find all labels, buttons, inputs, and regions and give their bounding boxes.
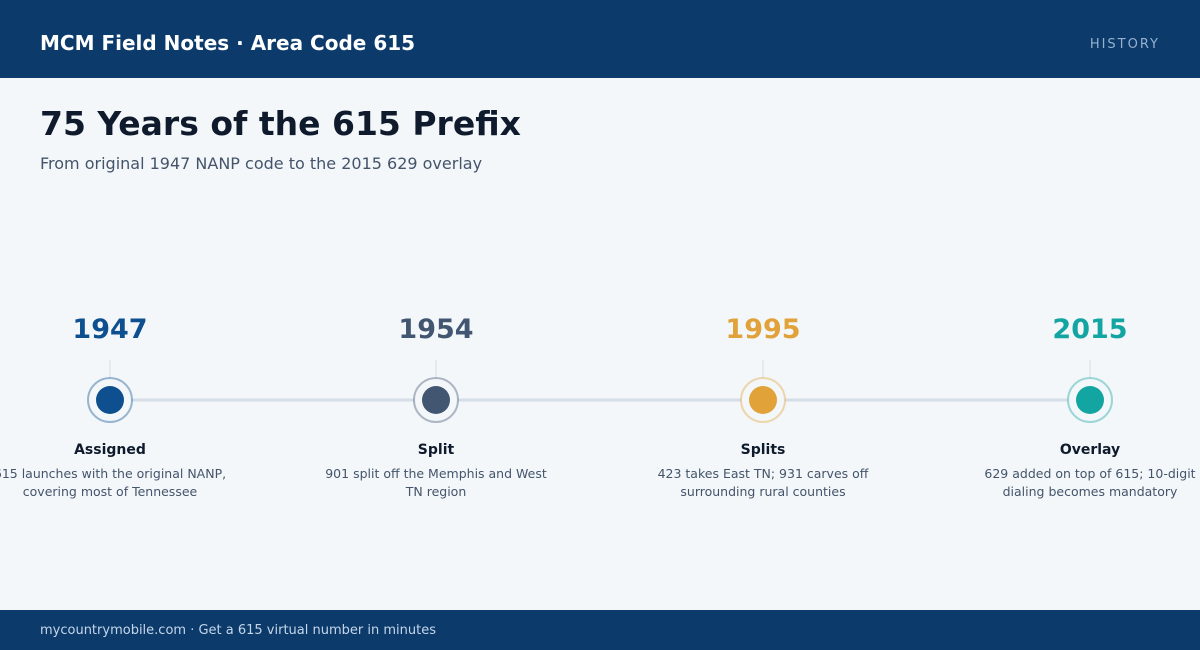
section-tag: HISTORY: [1089, 37, 1160, 52]
milestone-dot-1995: [749, 386, 777, 414]
header-title: MCM Field Notes · Area Code 615: [40, 31, 416, 55]
milestone-label-split: Split: [417, 442, 455, 458]
milestone-label-assigned: Assigned: [74, 442, 146, 458]
milestone-label-splits: Splits: [740, 442, 786, 458]
header-bar: MCM Field Notes · Area Code 615 HISTORY: [0, 0, 1200, 78]
milestone-dot-1947: [96, 386, 124, 414]
footer-bar: mycountrymobile.com · Get a 615 virtual …: [0, 610, 1200, 650]
milestone-year-2015: 2015: [1052, 314, 1128, 345]
milestone-dot-2015: [1076, 386, 1104, 414]
milestone-description-2015: 629 added on top of 615; 10-digit dialin…: [984, 466, 1196, 499]
milestone-description-1995: 423 takes East TN; 931 carves off surrou…: [657, 466, 869, 499]
milestone-dot-1954: [422, 386, 450, 414]
milestone-description-1954: 901 split off the Memphis and West TN re…: [325, 466, 547, 499]
milestone-description-1947: 615 launches with the original NANP, cov…: [0, 466, 227, 499]
footer-text[interactable]: mycountrymobile.com · Get a 615 virtual …: [40, 623, 436, 638]
milestone-label-overlay: Overlay: [1059, 442, 1121, 458]
page-subtitle: From original 1947 NANP code to the 2015…: [40, 154, 483, 173]
page-title: 75 Years of the 615 Prefix: [40, 104, 521, 143]
milestone-year-1947: 1947: [72, 314, 148, 345]
milestone-year-1995: 1995: [725, 314, 801, 345]
milestone-year-1954: 1954: [398, 314, 474, 345]
